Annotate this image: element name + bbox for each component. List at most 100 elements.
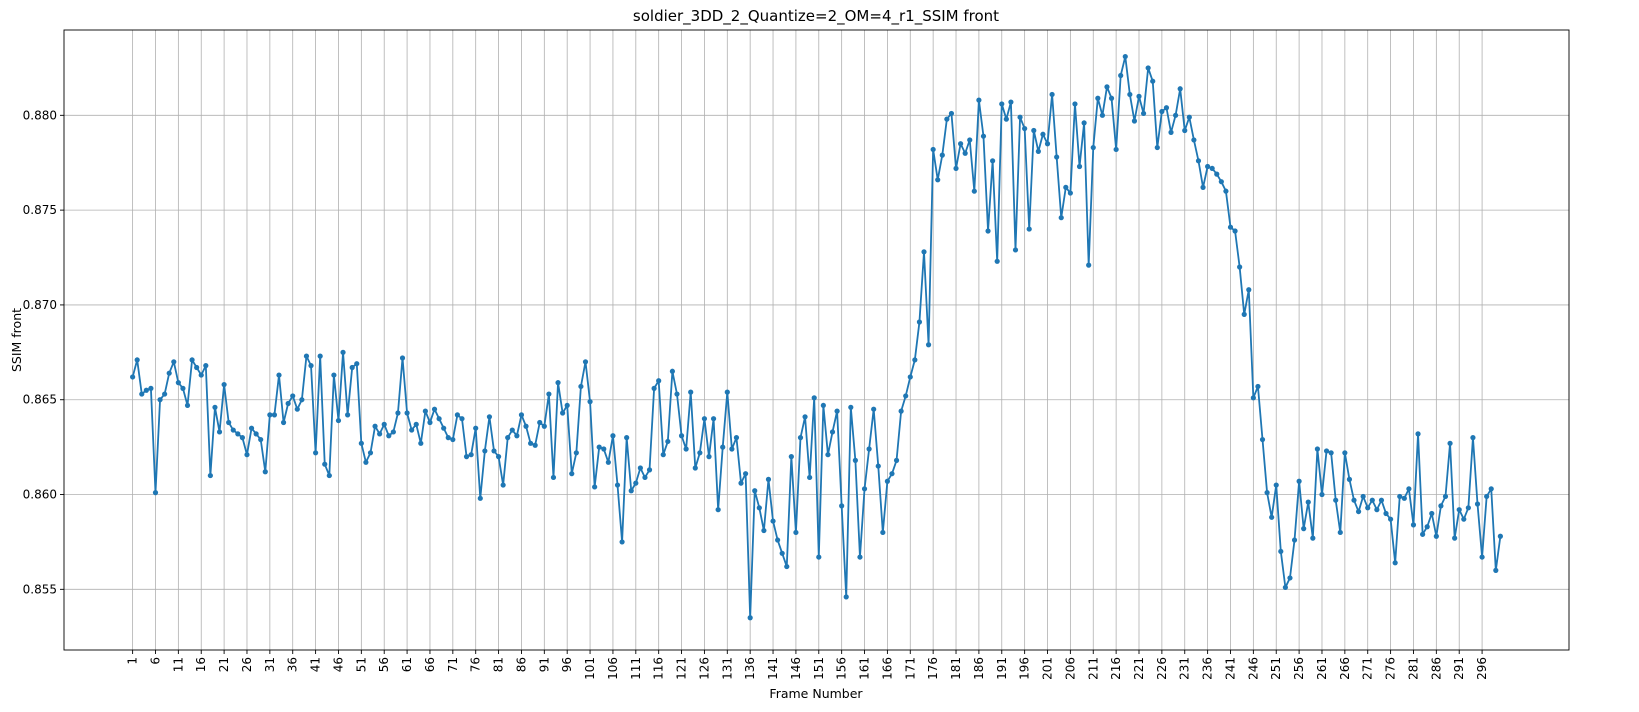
data-point xyxy=(1099,112,1105,118)
data-point xyxy=(743,471,749,477)
data-point xyxy=(267,412,273,418)
data-point xyxy=(523,423,529,429)
data-point xyxy=(1113,146,1119,153)
data-point xyxy=(1369,497,1375,503)
data-point xyxy=(605,459,611,465)
data-point xyxy=(1012,247,1019,253)
data-point xyxy=(601,446,607,452)
data-point xyxy=(1406,486,1412,492)
data-point xyxy=(1420,531,1426,537)
data-point xyxy=(1154,144,1160,151)
data-point xyxy=(779,550,785,556)
data-point xyxy=(816,554,822,560)
x-tick-label: 226 xyxy=(1155,657,1169,680)
data-point xyxy=(1337,529,1343,536)
data-point xyxy=(189,357,195,363)
x-tick-label: 286 xyxy=(1429,657,1443,680)
data-point xyxy=(468,452,474,458)
data-point xyxy=(358,440,364,446)
data-point xyxy=(514,433,520,439)
x-tick-label: 71 xyxy=(446,657,460,672)
data-point xyxy=(788,454,794,460)
data-point xyxy=(916,319,923,325)
data-point xyxy=(134,357,140,363)
data-point xyxy=(1378,497,1385,503)
y-axis-label: SSIM front xyxy=(9,308,24,372)
data-point xyxy=(203,363,209,369)
data-point xyxy=(903,393,909,399)
data-point xyxy=(518,412,525,418)
data-point xyxy=(578,383,584,390)
data-point xyxy=(729,446,735,452)
data-point xyxy=(1090,144,1096,151)
data-point xyxy=(1493,567,1499,573)
x-tick-label: 151 xyxy=(812,657,826,680)
y-tick-label: 0.870 xyxy=(23,298,57,312)
data-point xyxy=(1305,499,1311,505)
data-point xyxy=(285,400,291,407)
data-point xyxy=(1314,446,1320,452)
data-point xyxy=(692,465,698,471)
data-point xyxy=(925,342,932,348)
data-point xyxy=(1140,110,1147,117)
data-point xyxy=(1360,493,1366,500)
data-point xyxy=(130,374,136,380)
data-point xyxy=(958,141,964,147)
data-point xyxy=(884,478,891,484)
data-point xyxy=(752,488,758,494)
series-layer xyxy=(130,53,1503,621)
data-point xyxy=(1040,131,1046,137)
data-point xyxy=(367,450,374,456)
x-tick-label: 266 xyxy=(1338,657,1352,680)
data-point xyxy=(651,385,657,391)
data-point xyxy=(971,188,977,194)
data-point xyxy=(431,406,438,412)
data-point xyxy=(230,427,236,433)
data-point xyxy=(1374,507,1380,513)
data-point xyxy=(811,395,817,401)
data-point xyxy=(1003,116,1009,122)
data-point xyxy=(1122,53,1128,60)
data-point xyxy=(152,490,159,496)
data-point xyxy=(322,461,328,467)
data-point xyxy=(239,435,245,441)
x-tick-label: 251 xyxy=(1269,657,1283,680)
data-point xyxy=(299,397,305,403)
data-point xyxy=(596,444,602,450)
data-point xyxy=(1470,435,1476,441)
data-point xyxy=(1424,524,1430,530)
x-tick-label: 96 xyxy=(560,657,574,672)
data-point xyxy=(720,444,726,450)
data-point xyxy=(1310,535,1316,541)
data-point xyxy=(1136,93,1142,99)
data-point xyxy=(1319,491,1325,498)
series-line xyxy=(131,55,1502,619)
data-point xyxy=(395,410,401,416)
x-tick-label: 166 xyxy=(880,657,894,680)
x-tick-label: 296 xyxy=(1475,657,1489,680)
data-point xyxy=(1287,575,1293,581)
data-point xyxy=(733,435,740,441)
data-point xyxy=(1497,533,1503,539)
data-point xyxy=(820,402,826,409)
data-point xyxy=(614,482,621,488)
data-point xyxy=(985,228,991,234)
data-point xyxy=(276,372,282,378)
data-point xyxy=(962,150,968,156)
data-point xyxy=(1442,493,1449,500)
x-tick-label: 11 xyxy=(171,657,185,672)
data-point xyxy=(688,389,694,395)
data-point xyxy=(1049,91,1055,98)
data-point xyxy=(697,450,703,456)
data-point xyxy=(390,429,396,435)
data-point xyxy=(500,482,506,488)
data-point xyxy=(990,158,996,164)
data-point xyxy=(157,397,163,403)
data-point xyxy=(422,408,428,414)
data-point xyxy=(1205,163,1211,170)
data-point xyxy=(1095,95,1101,101)
data-point xyxy=(898,408,904,414)
data-point xyxy=(555,380,561,386)
x-axis-ticks: 1 6 11 16 21 26 31 36 41 46 51 56 61 66 71 76 81 86 91 96 10… xyxy=(126,650,1489,680)
data-point xyxy=(1072,101,1078,107)
